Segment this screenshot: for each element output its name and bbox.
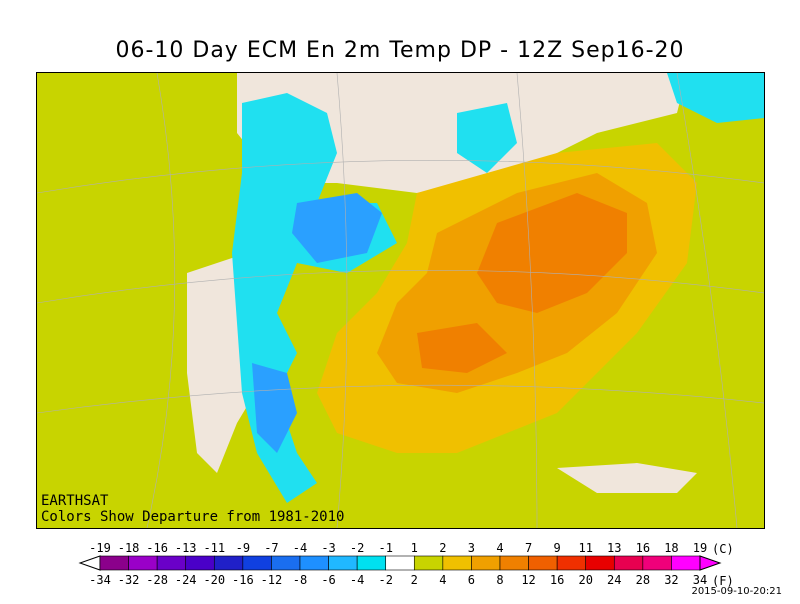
greenland-cold	[667, 73, 764, 123]
celsius-label: 4	[496, 541, 504, 555]
celsius-label: 2	[439, 541, 447, 555]
celsius-label: -2	[349, 541, 365, 555]
legend-swatch	[99, 555, 129, 571]
fahrenheit-label: 34	[692, 573, 708, 587]
fahrenheit-label: -12	[260, 573, 283, 587]
legend-swatch	[613, 555, 644, 571]
celsius-label: -11	[203, 541, 226, 555]
celsius-label: -1	[378, 541, 393, 555]
celsius-label: -4	[292, 541, 308, 555]
celsius-label: 18	[664, 541, 679, 555]
map-caption: Colors Show Departure from 1981-2010	[41, 509, 345, 525]
fahrenheit-label: -20	[203, 573, 226, 587]
unit-fahrenheit: (F)	[712, 574, 734, 588]
rockies-cold-core	[292, 193, 382, 263]
fahrenheit-label: -8	[292, 573, 308, 587]
fahrenheit-label: 12	[521, 573, 536, 587]
legend-right-arrow	[699, 555, 722, 571]
legend-swatch	[356, 555, 387, 571]
legend-swatch	[271, 555, 301, 571]
celsius-label: 13	[607, 541, 622, 555]
celsius-label: -7	[264, 541, 279, 555]
source-label: EARTHSAT	[41, 493, 109, 509]
hudson-bay-cold	[457, 103, 517, 173]
celsius-label: -9	[235, 541, 251, 555]
legend-swatch	[413, 555, 444, 571]
legend-swatch	[556, 555, 587, 571]
celsius-label: -16	[146, 541, 168, 555]
fahrenheit-label: 20	[578, 573, 593, 587]
fahrenheit-label: -32	[117, 573, 140, 587]
fahrenheit-label: 8	[496, 573, 504, 587]
celsius-label: 7	[524, 541, 533, 555]
celsius-label: -13	[174, 541, 197, 555]
fahrenheit-label: -24	[174, 573, 197, 587]
timestamp: 2015-09-10-20:21	[691, 586, 782, 597]
legend-swatch	[299, 555, 329, 571]
color-legend: (C) (F) -19 -18 -16 -13 -11 -9 -7 -4 -3 -2 -1 1 2 3 4 7…	[0, 538, 800, 600]
celsius-label: 19	[692, 541, 708, 555]
fahrenheit-label: -4	[349, 573, 365, 587]
map-frame: EARTHSAT Colors Show Departure from 1981…	[36, 72, 765, 529]
anomaly-map	[37, 73, 764, 528]
legend-scale-bar	[78, 555, 722, 571]
celsius-label: 9	[553, 541, 561, 555]
fahrenheit-label: 4	[439, 573, 447, 587]
legend-swatch	[242, 555, 272, 571]
fahrenheit-label: 24	[607, 573, 622, 587]
fahrenheit-label: 28	[635, 573, 651, 587]
pacific-ocean	[37, 73, 237, 528]
celsius-label: 16	[635, 541, 651, 555]
caribbean-neutral	[557, 463, 697, 493]
legend-left-arrow	[78, 555, 101, 571]
fahrenheit-label: -6	[321, 573, 336, 587]
fahrenheit-label: 2	[410, 573, 418, 587]
legend-swatch	[528, 555, 558, 571]
fahrenheit-label: -28	[146, 573, 168, 587]
legend-swatch	[156, 555, 187, 571]
legend-swatch	[128, 555, 158, 571]
chart-title: 06-10 Day ECM En 2m Temp DP - 12Z Sep16-…	[115, 38, 685, 63]
fahrenheit-label: -16	[232, 573, 254, 587]
gulf-region	[337, 463, 764, 528]
graticule	[37, 73, 764, 528]
legend-swatch	[442, 555, 472, 571]
legend-swatch	[185, 555, 215, 571]
legend-swatch	[585, 555, 615, 571]
legend-swatch	[328, 555, 358, 571]
legend-swatch	[499, 555, 529, 571]
legend-swatch	[213, 555, 244, 571]
celsius-label: -3	[321, 541, 336, 555]
unit-celsius: (C)	[712, 542, 734, 556]
fahrenheit-label: 6	[467, 573, 476, 587]
legend-swatch	[385, 555, 415, 571]
california-cold-core	[252, 363, 297, 453]
fahrenheit-label: 16	[549, 573, 565, 587]
celsius-label: 11	[578, 541, 593, 555]
legend-swatch	[642, 555, 672, 571]
celsius-label: -19	[89, 541, 111, 555]
celsius-label: 1	[410, 541, 418, 555]
legend-swatch	[671, 555, 701, 571]
fahrenheit-label: 32	[664, 573, 679, 587]
fahrenheit-label: -2	[378, 573, 393, 587]
celsius-label: 3	[467, 541, 476, 555]
fahrenheit-label: -34	[89, 573, 111, 587]
celsius-label: -18	[117, 541, 140, 555]
legend-swatch	[471, 555, 501, 571]
great-lakes-warm-core	[477, 193, 627, 313]
plains-warm-core	[417, 323, 507, 373]
